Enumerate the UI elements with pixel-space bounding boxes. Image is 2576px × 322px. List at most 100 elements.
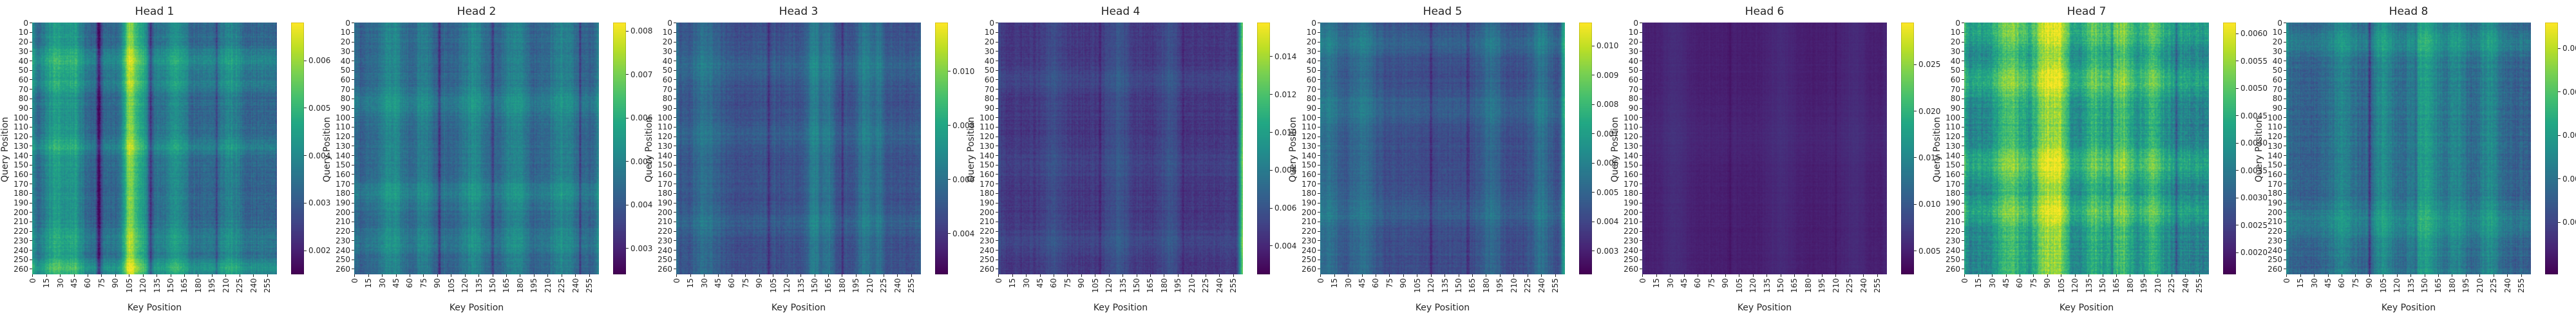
x-tick-label: 75 [1707,278,1716,289]
x-tick-mark [2005,274,2007,277]
x-tick-label: 210 [2153,278,2163,293]
colorbar-tick-mark [1270,56,1273,57]
colorbar-tick-mark [1270,94,1273,95]
colorbar-tick-label: 0.0030 [2562,131,2576,140]
y-tick-label: 200 [658,207,672,217]
y-tick-mark [996,240,998,242]
x-tick-mark [745,274,746,277]
x-tick-mark [2314,274,2315,277]
colorbar-tick-label: 0.014 [1274,52,1297,61]
colorbar-tick-label: 0.0040 [2240,138,2268,147]
y-tick-label: 60 [662,75,672,84]
y-tick-mark [2284,212,2286,213]
subplot-title: Head 6 [1745,5,1785,18]
y-tick-label: 210 [1946,217,1960,227]
y-tick-label: 70 [1950,84,1960,94]
y-tick-label: 150 [336,160,350,170]
y-tick-label: 200 [1302,207,1316,217]
colorbar-tick-label: 0.005 [630,156,653,166]
y-tick-label: 160 [658,169,672,179]
x-tick-mark [1794,274,1795,277]
y-tick-label: 60 [1628,75,1638,84]
y-tick-label: 250 [14,255,28,265]
colorbar-tick-label: 0.0025 [2240,220,2268,230]
x-tick-label: 135 [2406,278,2416,293]
x-tick-label: 135 [1440,278,1450,293]
x-tick-mark [589,274,590,277]
x-tick-label: 30 [2309,278,2319,289]
x-tick-label: 105 [768,278,778,293]
x-tick-label: 240 [249,278,258,293]
x-tick-mark [115,274,116,277]
x-tick-label: 180 [2125,278,2135,293]
y-tick-mark [352,41,354,43]
y-tick-label: 230 [658,236,672,245]
colorbar-tick-label: 0.0045 [2240,111,2268,120]
y-tick-label: 50 [662,66,672,75]
y-tick-mark [30,164,32,166]
colorbar-frame [291,23,304,274]
y-tick-label: 60 [2272,75,2282,84]
y-tick-label: 220 [980,227,994,236]
y-tick-label: 50 [984,66,994,75]
y-tick-label: 90 [662,104,672,113]
colorbar-tick-label: 0.008 [952,120,975,130]
y-tick-label: 50 [1306,66,1316,75]
y-tick-mark [2284,250,2286,251]
x-tick-label: 45 [1036,278,1045,289]
x-tick-label: 150 [1454,278,1463,293]
y-tick-label: 250 [980,255,994,265]
x-tick-label: 60 [1371,278,1381,289]
colorbar-tick-mark [304,155,307,156]
x-tick-label: 15 [364,278,374,289]
y-tick-label: 210 [14,217,28,227]
y-tick-label: 40 [662,56,672,66]
x-tick-label: 255 [1551,278,1560,293]
y-tick-label: 260 [1946,264,1960,274]
y-tick-mark [30,70,32,71]
colorbar-tick-label: 0.025 [1918,60,1941,70]
y-tick-mark [2284,117,2286,118]
y-tick-label: 170 [1624,179,1638,189]
y-tick-mark [2284,202,2286,204]
x-tick-mark [911,274,912,277]
y-tick-label: 190 [1624,198,1638,208]
y-axis-label: Query Position [2254,116,2264,182]
y-tick-label: 70 [1628,84,1638,94]
y-tick-mark [30,117,32,118]
x-tick-mark [2438,274,2439,277]
x-tick-mark [368,274,369,277]
y-tick-mark [996,212,998,213]
y-tick-mark [996,250,998,251]
y-tick-label: 170 [14,179,28,189]
x-tick-label: 150 [810,278,819,293]
x-tick-label: 180 [837,278,847,293]
x-tick-mark [1656,274,1657,277]
x-tick-mark [897,274,898,277]
x-tick-mark [1444,274,1446,277]
y-tick-mark [1962,32,1964,33]
colorbar-tick-label: 0.008 [1596,100,1619,109]
y-tick-label: 220 [1946,227,1960,236]
x-tick-label: 120 [2392,278,2402,293]
y-tick-mark [352,32,354,33]
y-tick-label: 260 [658,264,672,274]
x-tick-label: 180 [193,278,203,293]
y-tick-label: 220 [14,227,28,236]
y-tick-mark [1640,70,1642,71]
colorbar-tick-label: 0.004 [308,151,331,160]
y-tick-label: 210 [336,217,350,227]
x-tick-label: 165 [1146,278,1155,293]
y-tick-mark [1962,240,1964,242]
y-tick-label: 10 [340,28,350,37]
y-tick-mark [352,164,354,166]
y-tick-mark [674,117,676,118]
x-tick-label: 15 [1330,278,1340,289]
y-tick-mark [1640,51,1642,52]
y-tick-mark [674,212,676,213]
x-tick-mark [1219,274,1220,277]
x-tick-label: 150 [1776,278,1785,293]
y-tick-label: 150 [980,160,994,170]
y-tick-mark [1318,117,1320,118]
colorbar-tick-label: 0.0035 [2562,87,2576,97]
